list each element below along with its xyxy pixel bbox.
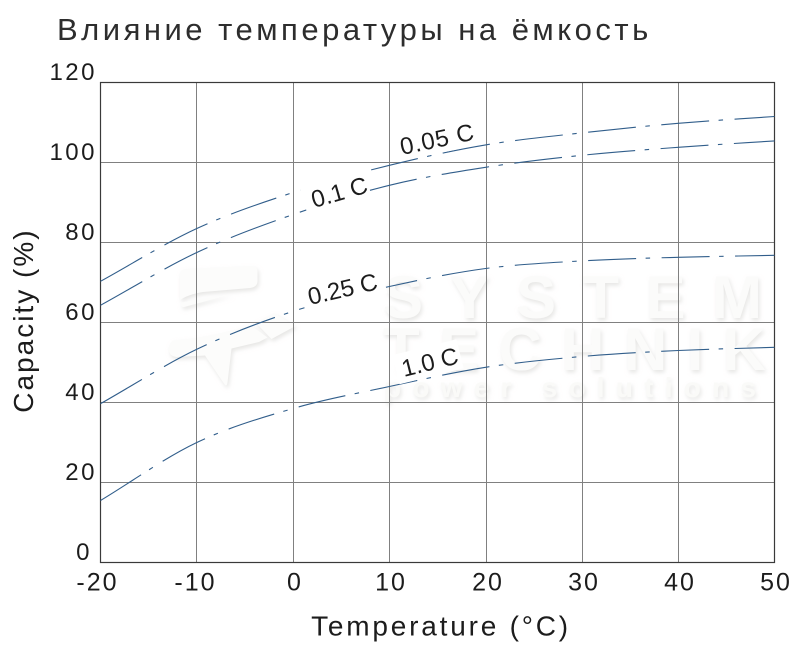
svg-text:40: 40: [664, 569, 696, 597]
svg-text:-20: -20: [76, 569, 118, 597]
svg-text:20: 20: [472, 569, 504, 597]
svg-text:Capacity (%): Capacity (%): [8, 228, 39, 412]
svg-text:60: 60: [65, 299, 97, 326]
svg-text:100: 100: [49, 139, 97, 166]
svg-text:-10: -10: [174, 569, 216, 597]
svg-text:80: 80: [65, 219, 97, 246]
svg-text:20: 20: [65, 459, 97, 486]
svg-text:120: 120: [49, 59, 97, 86]
svg-text:Temperature (°C): Temperature (°C): [311, 611, 571, 642]
svg-text:50: 50: [760, 569, 792, 597]
svg-text:40: 40: [65, 379, 97, 406]
svg-text:power solutions: power solutions: [384, 372, 756, 403]
svg-text:Влияние температуры на ёмкость: Влияние температуры на ёмкость: [57, 12, 652, 47]
svg-text:30: 30: [568, 569, 600, 597]
svg-text:10: 10: [375, 569, 407, 597]
svg-text:0: 0: [76, 539, 92, 566]
svg-text:0: 0: [287, 569, 303, 597]
